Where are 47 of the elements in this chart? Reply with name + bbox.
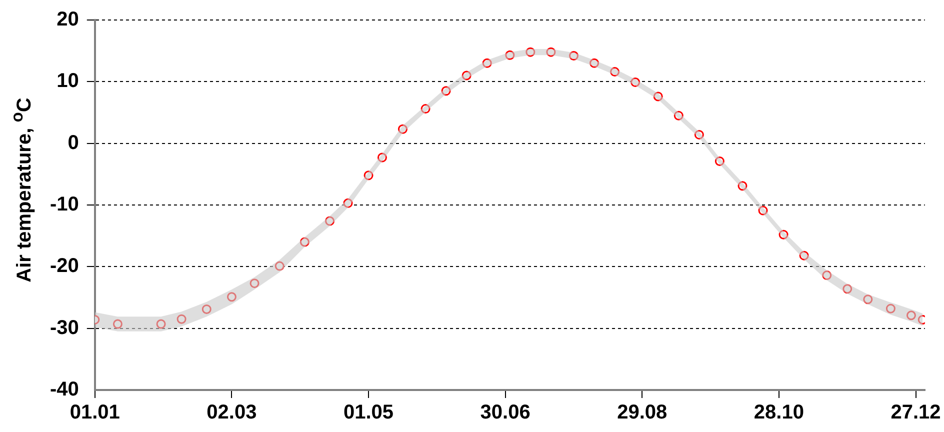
point (674, 110, 684, 120)
y-tick-label: 20 (56, 8, 79, 31)
point (799, 250, 809, 260)
point (364, 170, 374, 180)
point (526, 47, 536, 57)
x-tick-label: 27.12 (890, 402, 941, 424)
y-tick-label: -20 (50, 255, 79, 278)
point (274, 261, 284, 271)
point (822, 270, 832, 280)
point (226, 292, 236, 302)
y-tick-label: -40 (50, 378, 79, 401)
point (863, 294, 873, 304)
y-tick-label: -10 (50, 194, 79, 216)
x-tick-label: 01.05 (344, 402, 394, 424)
x-tick-label: 02.03 (206, 402, 257, 424)
point (590, 58, 600, 68)
point (842, 284, 852, 294)
point (758, 206, 768, 216)
point (250, 278, 260, 288)
point (300, 237, 310, 247)
point (462, 70, 472, 80)
point (343, 198, 353, 208)
point (778, 230, 788, 240)
point (714, 156, 724, 166)
point (653, 92, 663, 102)
x-tick-label: 28.10 (754, 402, 804, 424)
x-tick-label: 30.06 (480, 402, 530, 424)
point (610, 67, 620, 77)
point (630, 78, 640, 88)
point (886, 304, 896, 314)
x-tick-label: 01.01 (70, 402, 120, 424)
y-tick-label: -30 (50, 316, 79, 339)
point (482, 58, 492, 68)
point (441, 86, 451, 96)
point (546, 47, 556, 57)
point (505, 50, 515, 60)
point (420, 104, 430, 114)
point (738, 181, 748, 191)
point (377, 152, 387, 162)
point (906, 310, 916, 320)
y-tick-label: 10 (56, 70, 79, 92)
point (398, 124, 408, 134)
y-tick-label: 0 (68, 132, 79, 154)
point (694, 130, 704, 140)
x-tick-label: 29.08 (617, 402, 668, 424)
point (325, 216, 335, 226)
point (569, 51, 578, 61)
